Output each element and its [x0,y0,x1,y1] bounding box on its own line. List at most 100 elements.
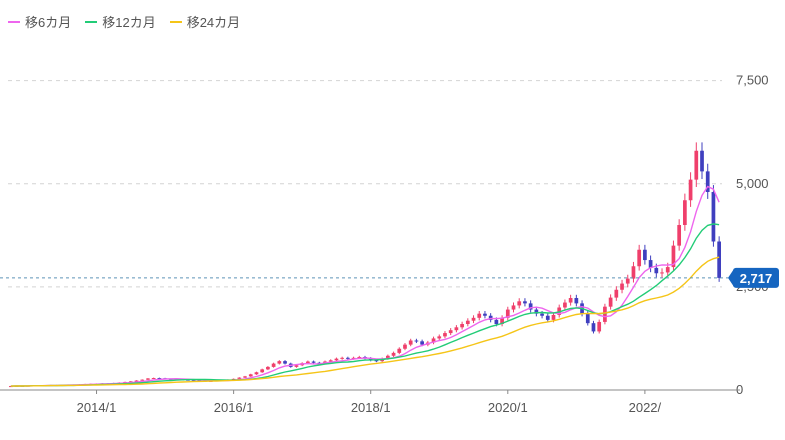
candle-body [545,315,550,320]
candle-body [443,333,447,337]
candle-body [374,360,379,362]
candle-body [460,324,464,328]
candle-body [705,171,710,192]
legend-swatch-ma6 [8,20,20,23]
candle-body [271,363,276,367]
candle-body [454,327,459,331]
candle-body [688,179,693,201]
candle-body [677,225,682,246]
candle-body [311,361,316,363]
candle-body [665,267,670,273]
candle-body [574,298,579,304]
legend-label-ma6: 移6カ月 [25,15,72,30]
candle-body [191,379,196,381]
candle-body [568,298,573,303]
candle-body [585,313,590,324]
candle-body [283,361,287,364]
candle-body [700,150,704,172]
x-tick-label: 2016/1 [214,400,254,415]
candle-body [625,278,630,284]
y-tick-label: 5,000 [736,176,769,191]
candle-body [157,378,162,380]
legend-label-ma24: 移24カ月 [186,15,241,30]
candle-body [488,315,493,320]
candle-body [391,352,396,356]
current-price-pointer [728,268,734,287]
candle-body [643,249,647,261]
candle-body [511,305,516,310]
candle-body [654,267,659,274]
candle-body [414,340,419,342]
candle-body [671,245,676,268]
x-tick-label: 2018/1 [351,400,391,415]
candle-body [631,266,636,279]
legend-item-ma6[interactable]: 移6カ月 [8,12,71,31]
candle-body [328,360,333,362]
candle-body [608,297,613,307]
candle-body [500,317,504,324]
candle-body [711,192,716,242]
x-tick-label: 2022/ [629,400,662,415]
candle-body [346,357,350,359]
candle-body [243,376,247,378]
candle-body [660,272,664,274]
candle-body [477,313,482,318]
candle-body [385,355,390,359]
candle-body [357,357,362,358]
candle-body [351,357,356,359]
candle-body [717,241,722,278]
candle-body [483,313,487,316]
candle-body [603,306,607,322]
candle-body [465,320,470,324]
legend-item-ma24[interactable]: 移24カ月 [169,12,241,31]
candle-body [294,365,299,367]
candle-body [431,338,436,343]
x-tick-label: 2014/1 [77,400,117,415]
legend-label-ma12: 移12カ月 [102,15,156,30]
candle-body [694,150,699,180]
candle-body [248,374,253,377]
current-price-label: 2,717 [740,271,773,286]
candle-body [146,378,150,380]
candle-body [397,348,402,353]
y-tick-label: 7,500 [736,73,769,88]
candle-body [277,361,282,364]
current-price-badge [733,267,779,288]
legend-item-ma12[interactable]: 移12カ月 [85,12,156,31]
candle-body [128,381,133,383]
candle-body [151,378,156,380]
candle-body [534,309,539,314]
candle-body [683,200,687,225]
legend: 移6カ月 移12カ月 移24カ月 [8,12,240,31]
candle-body [505,309,510,318]
candle-body [260,369,265,373]
candle-body [637,249,642,267]
ma-line [10,223,720,387]
candle-body [591,323,596,332]
candle-body [523,301,527,304]
candle-body [340,357,345,359]
candle-body [8,386,13,388]
x-tick-label: 2020/1 [488,400,528,415]
candle-body [420,341,424,345]
candle-body [237,377,242,379]
candle-body [266,366,270,370]
candle-body [648,260,653,268]
candle-body [448,330,453,334]
candle-body [403,344,407,349]
ma-line [10,185,720,387]
candle-body [614,289,619,298]
candle-body [528,303,533,310]
candle-body [306,361,310,364]
candle-body [494,319,499,324]
candle-body [437,336,442,339]
legend-swatch-ma12 [85,20,98,23]
candle-body [517,301,522,306]
candle-body [254,372,259,375]
candle-body [563,302,567,308]
candle-body [134,380,139,382]
candle-body [334,358,339,361]
candle-body [231,378,236,380]
